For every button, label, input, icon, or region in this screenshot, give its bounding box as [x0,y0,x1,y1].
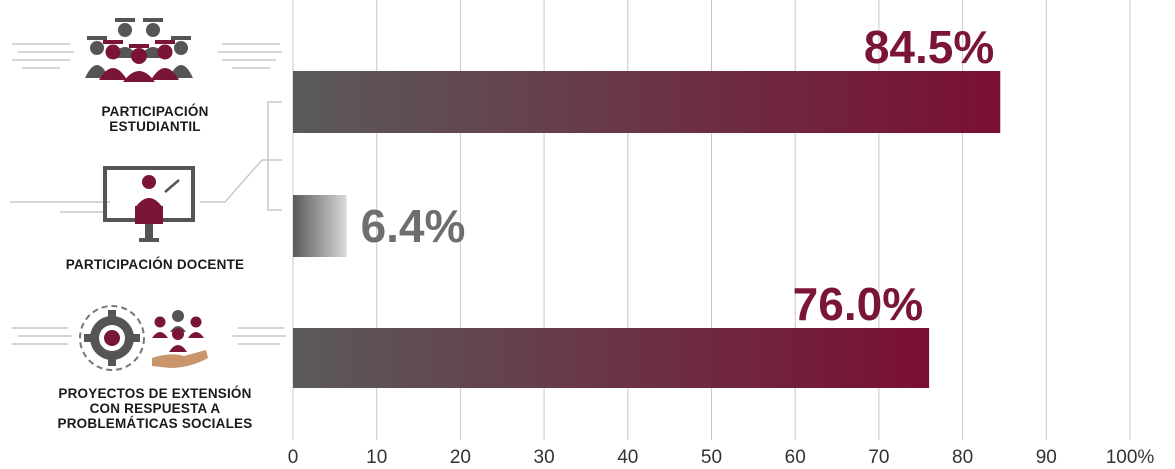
category-label-line: CON RESPUESTA A [89,401,221,416]
category-label-line: PARTICIPACIÓN [101,104,209,119]
x-tick-label: 20 [450,447,471,468]
x-tick-label: 60 [785,447,806,468]
category-label-line: PARTICIPACIÓN DOCENTE [65,257,245,272]
category-label-docente: PARTICIPACIÓN DOCENTE [20,257,290,272]
x-tick-label: 0 [288,447,299,468]
category-label-line: ESTUDIANTIL [109,119,201,134]
x-tick-label: 10 [366,447,387,468]
x-tick-label: 70 [868,447,889,468]
circuit-decoration [10,43,286,345]
bar-0 [293,71,1001,133]
value-label-2: 76.0% [793,278,923,330]
x-tick-label: 90 [1036,447,1057,468]
x-tick-label: 30 [534,447,555,468]
bars [293,71,1001,388]
x-axis-ticks: 0 10 20 30 40 50 60 70 80 90 100% [288,447,1155,468]
value-labels: 84.5% 6.4% 76.0% [361,21,995,330]
bar-1 [293,195,347,257]
category-label-line: PROBLEMÁTICAS SOCIALES [57,416,253,431]
teacher-icon [103,166,195,242]
bar-2 [293,328,930,388]
x-tick-label: 100% [1106,447,1155,468]
graduates-icon [85,18,193,82]
category-label-proyectos: PROYECTOS DE EXTENSIÓN CON RESPUESTA A P… [20,386,290,431]
x-tick-label: 40 [617,447,638,468]
category-label-estudiantil: PARTICIPACIÓN ESTUDIANTIL [40,104,270,134]
category-label-line: PROYECTOS DE EXTENSIÓN [58,386,252,401]
value-label-1: 6.4% [361,200,466,252]
gear-community-icon [79,305,208,371]
value-label-0: 84.5% [864,21,994,73]
x-tick-label: 50 [701,447,722,468]
x-tick-label: 80 [952,447,973,468]
